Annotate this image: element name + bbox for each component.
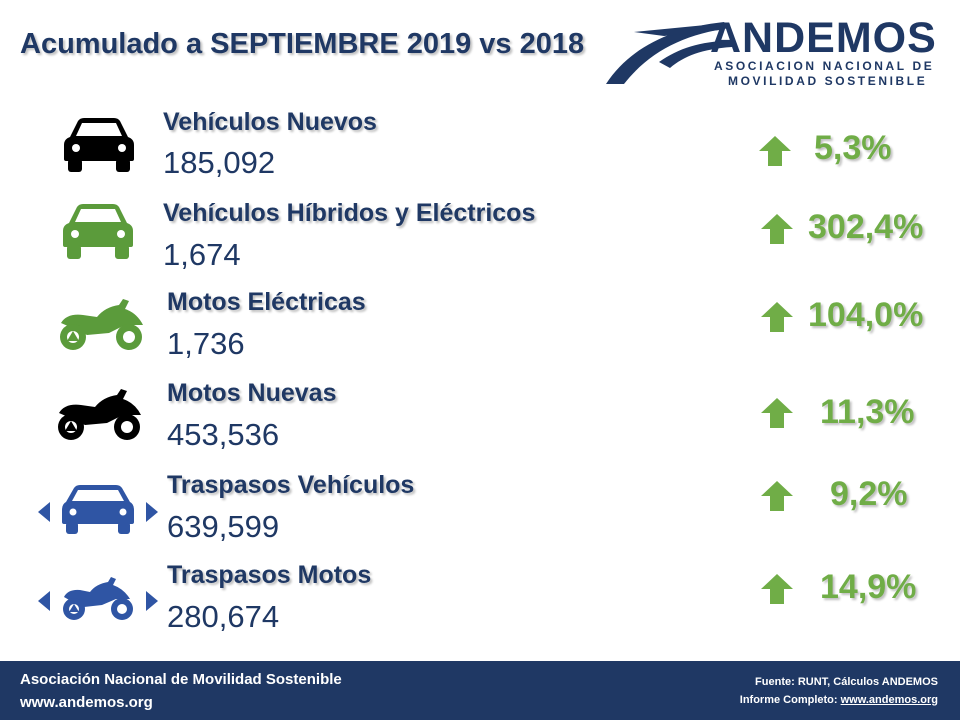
footer-report: Informe Completo: www.andemos.org — [740, 694, 938, 706]
row-traspasos-motos: Traspasos Motos 280,674 14,9% — [0, 557, 960, 647]
footer-bar: Asociación Nacional de Movilidad Sosteni… — [0, 661, 960, 720]
row-change: 11,3% — [820, 393, 915, 431]
green-car-icon — [63, 204, 133, 259]
row-label: Motos Nuevas — [167, 379, 337, 407]
row-label: Vehículos Nuevos — [163, 108, 377, 136]
logo-subtitle-2: MOVILIDAD SOSTENIBLE — [728, 74, 928, 88]
footer-website[interactable]: www.andemos.org — [20, 694, 153, 711]
row-motos-electricas: Motos Eléctricas 1,736 104,0% — [0, 283, 960, 373]
row-change: 14,9% — [820, 568, 917, 606]
row-label: Traspasos Motos — [167, 561, 372, 589]
row-value: 185,092 — [163, 145, 276, 180]
logo-subtitle-1: ASOCIACION NACIONAL DE — [714, 59, 935, 73]
row-traspasos-vehiculos: Traspasos Vehículos 639,599 9,2% — [0, 466, 960, 556]
car-icon — [64, 118, 134, 172]
row-vehiculos-nuevos: Vehículos Nuevos 185,092 5,3% — [0, 105, 960, 195]
row-change: 302,4% — [808, 208, 924, 246]
up-arrow-icon — [761, 302, 793, 332]
andemos-logo: ANDEMOS ASOCIACION NACIONAL DE MOVILIDAD… — [604, 14, 949, 90]
row-value: 1,736 — [167, 326, 245, 361]
andemos-swoosh-icon — [606, 22, 732, 84]
up-arrow-icon — [761, 574, 793, 604]
row-value: 453,536 — [167, 417, 280, 452]
footer-report-label: Informe Completo: — [739, 694, 838, 706]
row-hibridos-electricos: Vehículos Híbridos y Eléctricos 1,674 30… — [0, 193, 960, 283]
page-title: Acumulado a SEPTIEMBRE 2019 vs 2018 — [20, 28, 585, 60]
row-value: 280,674 — [167, 599, 280, 634]
row-change: 9,2% — [830, 475, 908, 513]
logo-wordmark: ANDEMOS — [710, 14, 937, 62]
car-transfer-icon — [38, 485, 158, 534]
row-label: Vehículos Híbridos y Eléctricos — [163, 199, 536, 227]
footer-report-link[interactable]: www.andemos.org — [840, 694, 938, 706]
up-arrow-icon — [761, 398, 793, 428]
up-arrow-icon — [761, 481, 793, 511]
up-arrow-icon — [759, 136, 791, 166]
row-change: 104,0% — [808, 296, 924, 334]
row-label: Traspasos Vehículos — [167, 471, 415, 499]
row-label: Motos Eléctricas — [167, 288, 366, 316]
row-value: 639,599 — [167, 509, 280, 544]
green-motorcycle-icon — [60, 299, 143, 350]
row-motos-nuevas: Motos Nuevas 453,536 11,3% — [0, 375, 960, 465]
motorcycle-icon — [58, 389, 141, 440]
row-value: 1,674 — [163, 237, 241, 272]
footer-source: Fuente: RUNT, Cálculos ANDEMOS — [755, 676, 938, 688]
motorcycle-transfer-icon — [38, 577, 158, 620]
footer-org-name: Asociación Nacional de Movilidad Sosteni… — [20, 671, 342, 688]
row-change: 5,3% — [814, 129, 892, 167]
up-arrow-icon — [761, 214, 793, 244]
